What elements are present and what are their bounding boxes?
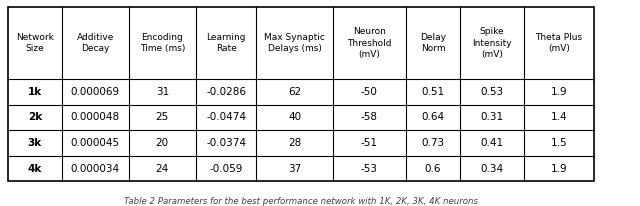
Text: 0.6: 0.6 <box>425 164 442 174</box>
Text: 37: 37 <box>288 164 301 174</box>
Text: 3k: 3k <box>28 138 42 148</box>
Text: -58: -58 <box>361 112 378 122</box>
Text: 0.34: 0.34 <box>481 164 504 174</box>
Text: 0.31: 0.31 <box>481 112 504 122</box>
Text: -50: -50 <box>361 87 378 97</box>
Text: -53: -53 <box>361 164 378 174</box>
Text: Max Synaptic
Delays (ms): Max Synaptic Delays (ms) <box>264 33 325 53</box>
Text: Neuron
Threshold
(mV): Neuron Threshold (mV) <box>347 27 392 59</box>
Text: 28: 28 <box>288 138 301 148</box>
Text: 1.9: 1.9 <box>550 87 567 97</box>
Text: Network
Size: Network Size <box>16 33 54 53</box>
Text: 62: 62 <box>288 87 301 97</box>
Text: 0.000045: 0.000045 <box>71 138 120 148</box>
Text: 0.73: 0.73 <box>422 138 445 148</box>
Text: Encoding
Time (ms): Encoding Time (ms) <box>140 33 185 53</box>
Text: -0.0374: -0.0374 <box>206 138 246 148</box>
Text: -0.0474: -0.0474 <box>206 112 246 122</box>
Text: -51: -51 <box>361 138 378 148</box>
Text: 2k: 2k <box>28 112 42 122</box>
Text: 25: 25 <box>156 112 169 122</box>
Text: 0.41: 0.41 <box>481 138 504 148</box>
Text: Theta Plus
(mV): Theta Plus (mV) <box>536 33 582 53</box>
Text: 1.5: 1.5 <box>550 138 567 148</box>
Text: Learning
Rate: Learning Rate <box>206 33 246 53</box>
Text: 1k: 1k <box>28 87 42 97</box>
Text: Spike
Intensity
(mV): Spike Intensity (mV) <box>472 27 512 59</box>
Text: 0.000069: 0.000069 <box>71 87 120 97</box>
Text: -0.059: -0.059 <box>209 164 243 174</box>
Text: 0.64: 0.64 <box>422 112 445 122</box>
Text: Table 2 Parameters for the best performance network with 1K, 2K, 3K, 4K neurons: Table 2 Parameters for the best performa… <box>124 197 478 206</box>
Text: Additive
Decay: Additive Decay <box>77 33 114 53</box>
Text: 31: 31 <box>156 87 169 97</box>
Text: 40: 40 <box>288 112 301 122</box>
Text: Delay
Norm: Delay Norm <box>420 33 446 53</box>
Text: -0.0286: -0.0286 <box>206 87 246 97</box>
Text: 1.9: 1.9 <box>550 164 567 174</box>
Text: 20: 20 <box>156 138 169 148</box>
Text: 0.51: 0.51 <box>422 87 445 97</box>
Text: 1.4: 1.4 <box>550 112 567 122</box>
Text: 0.000048: 0.000048 <box>71 112 120 122</box>
Text: 0.000034: 0.000034 <box>71 164 120 174</box>
Text: 0.53: 0.53 <box>481 87 504 97</box>
Text: 24: 24 <box>156 164 169 174</box>
Text: 4k: 4k <box>28 164 42 174</box>
